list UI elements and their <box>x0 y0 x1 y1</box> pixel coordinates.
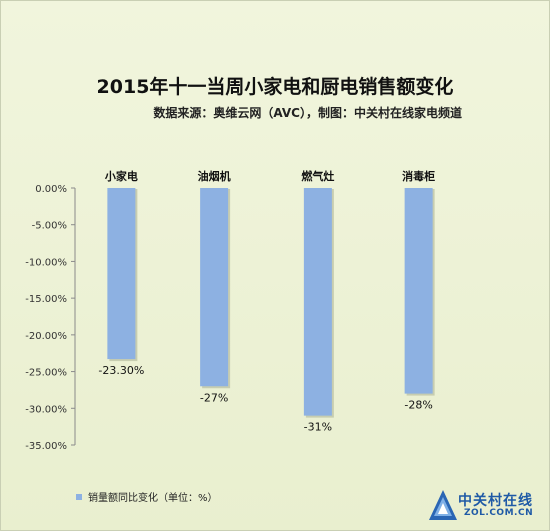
y-tick-label: -10.00% <box>25 257 67 268</box>
chart-title: 2015年十一当周小家电和厨电销售额变化 <box>96 76 454 98</box>
chart-subtitle: 数据来源：奥维云网（AVC），制图：中关村在线家电频道 <box>153 106 462 120</box>
y-tick-label: -35.00% <box>25 441 67 452</box>
data-label: -31% <box>304 421 332 434</box>
logo-domain-text: ZOL.COM.CN <box>464 508 534 518</box>
bar <box>303 188 332 416</box>
bar <box>107 188 136 360</box>
bar <box>200 188 229 387</box>
data-label: -27% <box>200 391 228 404</box>
logo-brand-text: 中关村在线 <box>458 493 533 509</box>
category-label: 消毒柜 <box>402 169 435 183</box>
y-tick-label: -30.00% <box>25 404 67 415</box>
y-tick-label: -20.00% <box>25 331 67 342</box>
category-label: 燃气灶 <box>300 169 334 183</box>
category-label: 油烟机 <box>198 169 231 183</box>
category-label: 小家电 <box>104 169 138 183</box>
y-tick-label: -15.00% <box>25 294 67 305</box>
data-label: -28% <box>404 399 432 412</box>
legend: 销量额同比变化（单位：%） <box>76 489 218 504</box>
data-label: -23.30% <box>98 364 144 377</box>
zol-logo-mark-icon <box>429 490 457 520</box>
y-tick-label: 0.00% <box>35 184 67 195</box>
y-tick-label: -25.00% <box>25 368 67 379</box>
legend-label: 销量额同比变化（单位：%） <box>88 493 218 504</box>
bar <box>404 188 433 394</box>
zol-logo: 中关村在线 ZOL.COM.CN <box>428 486 546 524</box>
legend-swatch <box>76 493 82 500</box>
y-tick-label: -5.00% <box>32 221 67 232</box>
